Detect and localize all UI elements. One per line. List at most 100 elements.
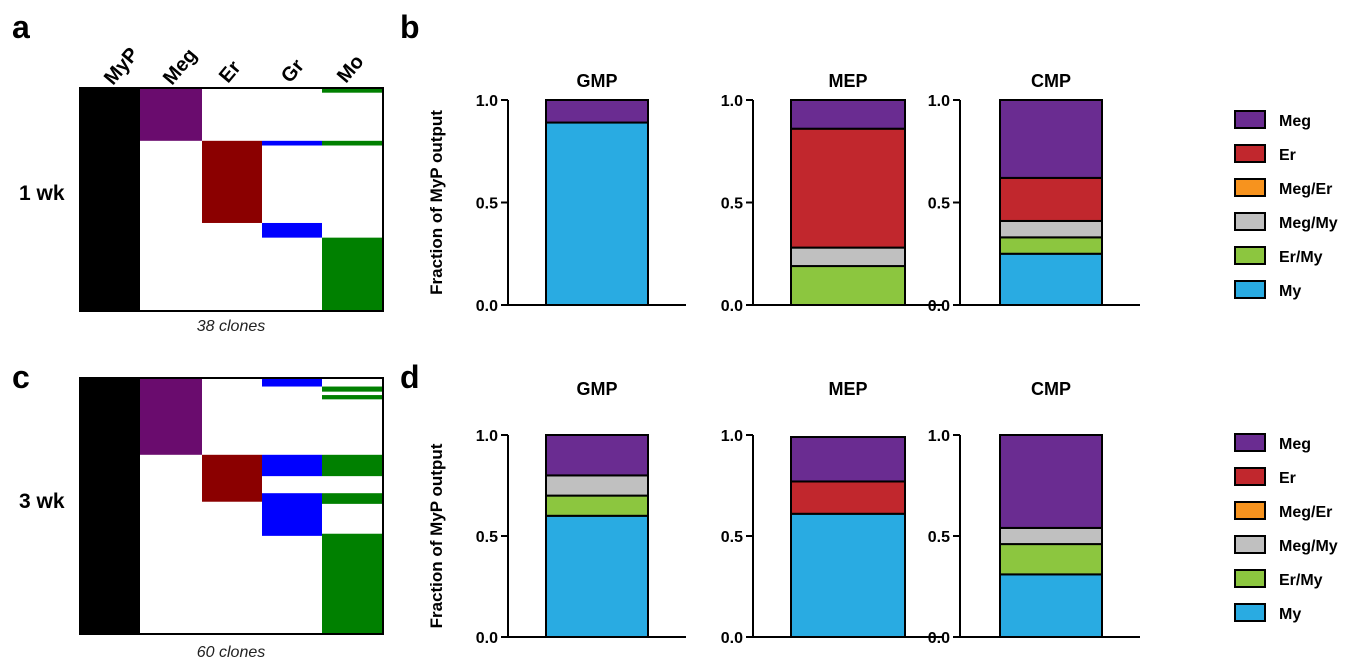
y-tick-label: 0.0: [928, 298, 950, 315]
heatmap-1wk-row-label: 1 wk: [19, 182, 65, 205]
heatmap-cell-mo: [322, 237, 383, 311]
stacked-bar-charts-d: Fraction of MyP output GMP 0.0 0.5 1.0 MEP 0.0…: [427, 379, 1140, 647]
legend-swatch: [1234, 110, 1266, 129]
y-tick-label: 0.0: [721, 298, 743, 315]
bar-segment-meg-my: [545, 474, 649, 497]
bar-segment-my: [999, 252, 1103, 306]
bar-segment-meg: [545, 434, 649, 477]
legend-swatch: [1234, 280, 1266, 299]
y-tick-label: 1.0: [721, 428, 743, 445]
heatmap-cell-mo: [322, 454, 383, 477]
heatmap-cell-mo: [322, 493, 383, 504]
legend-item-er: Er: [1234, 144, 1296, 164]
y-tick-label: 1.0: [476, 428, 498, 445]
chart-title: MEP: [828, 379, 867, 399]
bar-segment-er-my: [790, 265, 906, 306]
chart-title: GMP: [576, 71, 617, 91]
legend-item-meg: Meg: [1234, 110, 1311, 130]
bar-segment-my: [545, 514, 649, 638]
panel-label-c: c: [12, 359, 30, 395]
heatmap-cell-er: [202, 454, 262, 502]
panel-label-b: b: [400, 9, 420, 45]
legend-item-er: Er: [1234, 467, 1296, 487]
heatmap-cell-myp: [80, 378, 140, 634]
heatmap-cell-meg: [140, 88, 202, 141]
y-tick-label: 0.0: [476, 298, 498, 315]
y-tick-label: 0.5: [721, 196, 743, 213]
legend-swatch: [1234, 501, 1266, 520]
legend-swatch: [1234, 603, 1266, 622]
heatmap-3wk: [80, 378, 383, 634]
bar-segment-my: [790, 512, 906, 639]
chart-cmp: CMP 0.0 0.5 1.0: [928, 71, 1140, 315]
bar-segment-er: [999, 176, 1103, 222]
chart-cmp: CMP 0.0 0.5 1.0: [928, 379, 1140, 647]
legend-item-meg-my: Meg/My: [1234, 535, 1338, 555]
legend-swatch: [1234, 433, 1266, 452]
y-tick-label: 0.5: [928, 196, 950, 213]
bar-segment-er: [790, 480, 906, 515]
y-tick-label: 0.5: [476, 196, 498, 213]
heatmap-1-column-headers: MyP Meg Er Gr Mo: [100, 44, 368, 90]
y-tick-label: 0.5: [476, 529, 498, 546]
panel-label-a: a: [12, 9, 30, 45]
chart-title: GMP: [576, 379, 617, 399]
y-tick-label: 1.0: [476, 93, 498, 110]
y-tick-label: 0.0: [721, 630, 743, 647]
chart-mep: MEP 0.0 0.5 1.0: [721, 379, 943, 647]
heatmap-cell-mo: [322, 386, 383, 392]
legend-label: Meg/Er: [1279, 181, 1332, 198]
bar-segment-meg: [790, 99, 906, 130]
chart-mep: MEP 0.0 0.5 1.0: [721, 71, 943, 315]
legend-label: Meg: [1279, 113, 1311, 130]
chart-gmp: GMP 0.0 0.5 1.0: [476, 71, 686, 315]
heatmap-1-col-gr: Gr: [277, 55, 309, 87]
legend-swatch: [1234, 467, 1266, 486]
heatmap-cell-mo: [322, 395, 383, 400]
legend-label: My: [1279, 606, 1301, 623]
bar-segment-er-my: [999, 236, 1103, 255]
bar-segment-meg: [999, 99, 1103, 179]
legend-swatch: [1234, 212, 1266, 231]
legend-item-my: My: [1234, 603, 1301, 623]
heatmap-cell-er: [202, 140, 262, 223]
legend-swatch: [1234, 178, 1266, 197]
legend-b: Meg Er Meg/Er Meg/My Er/My My: [1234, 110, 1338, 300]
heatmap-cell-mo: [322, 533, 383, 634]
legend-swatch: [1234, 535, 1266, 554]
bar-segment-er-my: [545, 494, 649, 517]
legend-label: My: [1279, 283, 1301, 300]
legend-item-meg-er: Meg/Er: [1234, 501, 1332, 521]
panel-label-d: d: [400, 359, 420, 395]
y-tick-label: 0.5: [721, 529, 743, 546]
legend-item-meg: Meg: [1234, 433, 1311, 453]
legend-label: Meg/My: [1279, 215, 1338, 232]
heatmap-1wk: [80, 88, 383, 311]
y-tick-label: 0.0: [476, 630, 498, 647]
heatmap-1-col-mo: Mo: [333, 51, 368, 87]
heatmap-cell-gr: [262, 222, 322, 238]
bar-segment-my: [545, 121, 649, 306]
y-tick-label: 1.0: [928, 428, 950, 445]
heatmap-1wk-frame: [79, 87, 384, 312]
chart-gmp: GMP 0.0 0.5 1.0: [476, 379, 686, 647]
legend-item-my: My: [1234, 280, 1301, 300]
bar-segment-my: [999, 573, 1103, 639]
bar-segment-meg: [999, 434, 1103, 529]
heatmap-cell-gr: [262, 378, 322, 387]
heatmap-1-col-meg: Meg: [159, 44, 202, 89]
legend-label: Meg/Er: [1279, 504, 1332, 521]
heatmap-1-col-er: Er: [215, 57, 246, 87]
bar-segment-meg-my: [999, 526, 1103, 546]
heatmap-1-col-myp: MyP: [100, 44, 143, 90]
heatmap-cell-myp: [80, 88, 140, 311]
legend-label: Er/My: [1279, 249, 1323, 266]
legend-swatch: [1234, 246, 1266, 265]
legend-label: Er: [1279, 470, 1296, 487]
legend-item-meg-my: Meg/My: [1234, 212, 1338, 232]
legend-label: Meg: [1279, 436, 1311, 453]
heatmap-cell-mo: [322, 140, 383, 146]
bar-segment-er: [790, 127, 906, 249]
legend-label: Meg/My: [1279, 538, 1338, 555]
